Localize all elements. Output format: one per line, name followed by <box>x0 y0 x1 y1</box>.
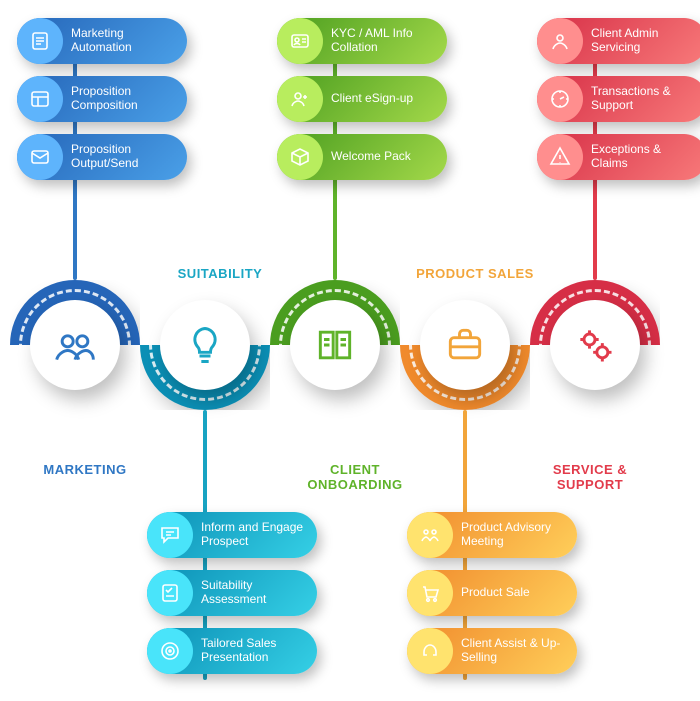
suitability-pill-0: Inform and Engage Prospect <box>147 512 317 558</box>
onboard-pill-0-label: KYC / AML Info Collation <box>323 27 447 55</box>
marketing-pill-1-icon <box>17 76 63 122</box>
service-pill-2-label: Exceptions & Claims <box>583 143 700 171</box>
marketing-pill-0: Marketing Automation <box>17 18 187 64</box>
service-pill-1-label: Transactions & Support <box>583 85 700 113</box>
sales-label: PRODUCT SALES <box>405 266 545 281</box>
suitability-pill-2-icon <box>147 628 193 674</box>
suitability-hub <box>160 300 250 390</box>
sales-pill-1: Product Sale <box>407 570 577 616</box>
sales-pill-0-label: Product Advisory Meeting <box>453 521 577 549</box>
marketing-hub <box>30 300 120 390</box>
service-pill-0: Client Admin Servicing <box>537 18 700 64</box>
service-pill-1-icon <box>537 76 583 122</box>
service-label: SERVICE & SUPPORT <box>520 462 660 492</box>
suitability-pill-2: Tailored Sales Presentation <box>147 628 317 674</box>
suitability-pill-1: Suitability Assessment <box>147 570 317 616</box>
service-pill-1: Transactions & Support <box>537 76 700 122</box>
onboard-label: CLIENT ONBOARDING <box>285 462 425 492</box>
marketing-pill-2-label: Proposition Output/Send <box>63 143 187 171</box>
service-pill-0-label: Client Admin Servicing <box>583 27 700 55</box>
sales-pill-2: Client Assist & Up-Selling <box>407 628 577 674</box>
service-hub <box>550 300 640 390</box>
service-pill-0-icon <box>537 18 583 64</box>
onboard-pill-0-icon <box>277 18 323 64</box>
onboard-pill-2-label: Welcome Pack <box>323 150 421 164</box>
suitability-pill-0-icon <box>147 512 193 558</box>
onboard-pill-2-icon <box>277 134 323 180</box>
onboard-hub <box>290 300 380 390</box>
marketing-pill-0-label: Marketing Automation <box>63 27 187 55</box>
marketing-label: MARKETING <box>15 462 155 477</box>
suitability-pill-1-icon <box>147 570 193 616</box>
marketing-pill-1: Proposition Composition <box>17 76 187 122</box>
sales-pill-1-label: Product Sale <box>453 586 540 600</box>
service-pill-2: Exceptions & Claims <box>537 134 700 180</box>
sales-pill-0: Product Advisory Meeting <box>407 512 577 558</box>
onboard-pill-1-label: Client eSign-up <box>323 92 423 106</box>
suitability-pill-2-label: Tailored Sales Presentation <box>193 637 317 665</box>
marketing-pill-0-icon <box>17 18 63 64</box>
service-pill-2-icon <box>537 134 583 180</box>
sales-pill-2-label: Client Assist & Up-Selling <box>453 637 577 665</box>
marketing-pill-1-label: Proposition Composition <box>63 85 187 113</box>
onboard-pill-1: Client eSign-up <box>277 76 447 122</box>
sales-hub <box>420 300 510 390</box>
sales-pill-1-icon <box>407 570 453 616</box>
sales-pill-0-icon <box>407 512 453 558</box>
sales-pill-2-icon <box>407 628 453 674</box>
onboard-pill-2: Welcome Pack <box>277 134 447 180</box>
suitability-pill-1-label: Suitability Assessment <box>193 579 317 607</box>
suitability-label: SUITABILITY <box>150 266 290 281</box>
onboard-pill-0: KYC / AML Info Collation <box>277 18 447 64</box>
suitability-pill-0-label: Inform and Engage Prospect <box>193 521 317 549</box>
marketing-pill-2: Proposition Output/Send <box>17 134 187 180</box>
onboard-pill-1-icon <box>277 76 323 122</box>
marketing-pill-2-icon <box>17 134 63 180</box>
